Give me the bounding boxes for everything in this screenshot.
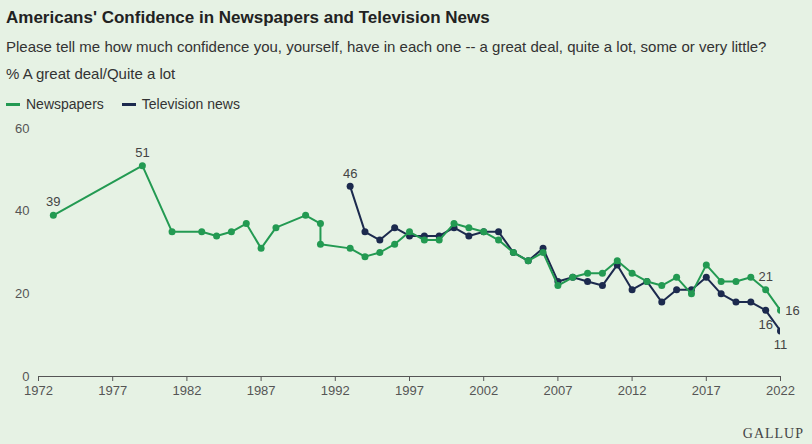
svg-text:1992: 1992 (321, 383, 350, 398)
svg-text:1972: 1972 (24, 383, 53, 398)
svg-text:16: 16 (785, 303, 799, 318)
svg-text:1997: 1997 (395, 383, 424, 398)
svg-text:46: 46 (343, 166, 357, 181)
svg-text:2007: 2007 (543, 383, 572, 398)
svg-text:1977: 1977 (98, 383, 127, 398)
html-text:Please tell me how much confid: Please tell me how much confidence you, … (6, 38, 767, 55)
html-text:Television news: Television news (141, 96, 240, 112)
svg-text:2012: 2012 (618, 383, 647, 398)
svg-text:0: 0 (22, 369, 29, 384)
svg-text:51: 51 (135, 145, 149, 160)
svg-text:1982: 1982 (172, 383, 201, 398)
html-text:% A great deal/Quite a lot: % A great deal/Quite a lot (6, 65, 176, 82)
html-text:GALLUP: GALLUP (742, 426, 804, 441)
svg-text:1987: 1987 (247, 383, 276, 398)
svg-text:20: 20 (15, 286, 29, 301)
svg-text:16: 16 (758, 317, 772, 332)
svg-text:2022: 2022 (766, 383, 795, 398)
svg-text:60: 60 (15, 121, 29, 136)
svg-text:21: 21 (758, 269, 772, 284)
svg-text:40: 40 (15, 203, 29, 218)
html-text:Americans' Confidence in Newsp: Americans' Confidence in Newspapers and … (6, 8, 490, 27)
svg-text:39: 39 (46, 194, 60, 209)
svg-text:11: 11 (774, 337, 788, 352)
svg-text:2017: 2017 (692, 383, 721, 398)
html-text:Newspapers: Newspapers (26, 96, 104, 112)
svg-text:2002: 2002 (469, 383, 498, 398)
